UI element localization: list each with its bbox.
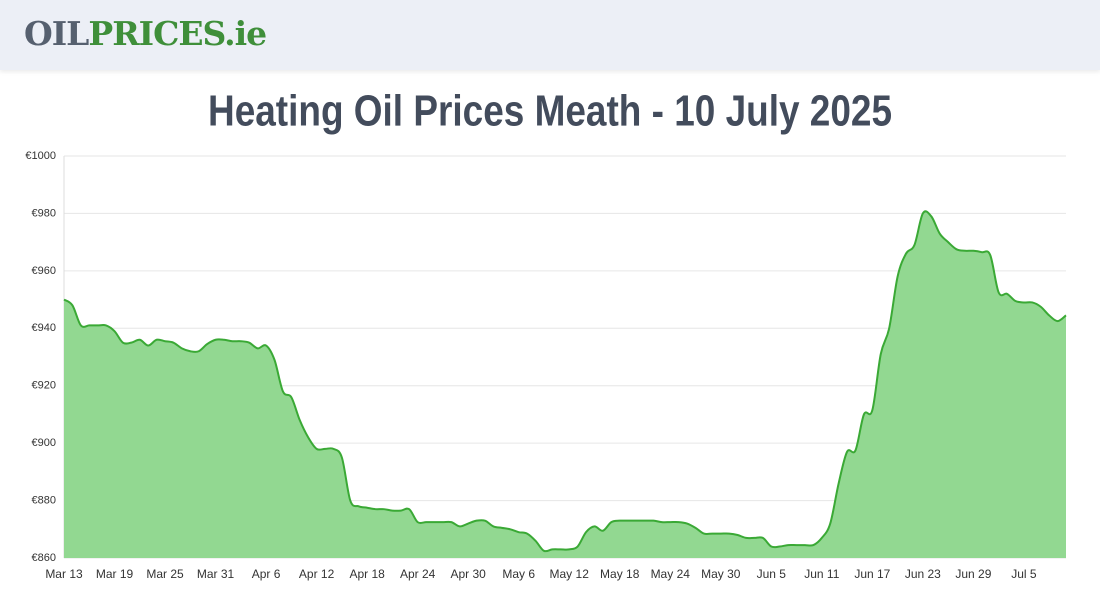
y-tick-label: €940 bbox=[32, 322, 56, 334]
x-tick-label: May 30 bbox=[701, 567, 741, 581]
x-tick-label: Mar 25 bbox=[146, 567, 184, 581]
y-tick-label: €900 bbox=[32, 437, 56, 449]
x-tick-label: Jun 29 bbox=[955, 567, 991, 581]
logo-part: PRICES.ie bbox=[88, 14, 267, 53]
chart-title: Heating Oil Prices Meath - 10 July 2025 bbox=[208, 87, 892, 136]
x-tick-label: Apr 24 bbox=[400, 567, 436, 581]
x-tick-label: Jun 11 bbox=[804, 567, 839, 581]
x-tick-label: Mar 19 bbox=[96, 567, 134, 581]
logo[interactable]: OILPRICES.ie bbox=[24, 14, 267, 53]
y-tick-label: €1000 bbox=[25, 150, 56, 162]
x-tick-label: Apr 30 bbox=[450, 567, 486, 581]
x-tick-label: May 18 bbox=[600, 567, 640, 581]
area bbox=[64, 211, 1066, 559]
x-tick-label: Mar 13 bbox=[45, 567, 83, 581]
y-tick-label: €860 bbox=[32, 552, 56, 564]
y-tick-label: €960 bbox=[32, 265, 56, 277]
line bbox=[63, 210, 1067, 553]
x-tick-label: May 24 bbox=[651, 567, 691, 581]
x-tick-label: May 12 bbox=[550, 567, 590, 581]
x-tick-label: Apr 18 bbox=[349, 567, 385, 581]
x-tick-label: Jul 5 bbox=[1011, 567, 1037, 581]
y-tick-label: €980 bbox=[32, 207, 56, 219]
x-tick-label: Jun 23 bbox=[905, 567, 941, 581]
x-tick-label: Mar 31 bbox=[197, 567, 235, 581]
y-tick-label: €880 bbox=[32, 494, 56, 506]
x-tick-label: May 6 bbox=[502, 567, 535, 581]
x-tick-label: Jun 5 bbox=[757, 567, 787, 581]
y-tick-label: €920 bbox=[32, 380, 56, 392]
x-tick-label: Jun 17 bbox=[854, 567, 890, 581]
x-tick-label: Apr 12 bbox=[299, 567, 335, 581]
logo-part: OIL bbox=[24, 14, 89, 53]
header: OILPRICES.ie bbox=[0, 0, 1100, 70]
x-tick-label: Apr 6 bbox=[252, 567, 281, 581]
